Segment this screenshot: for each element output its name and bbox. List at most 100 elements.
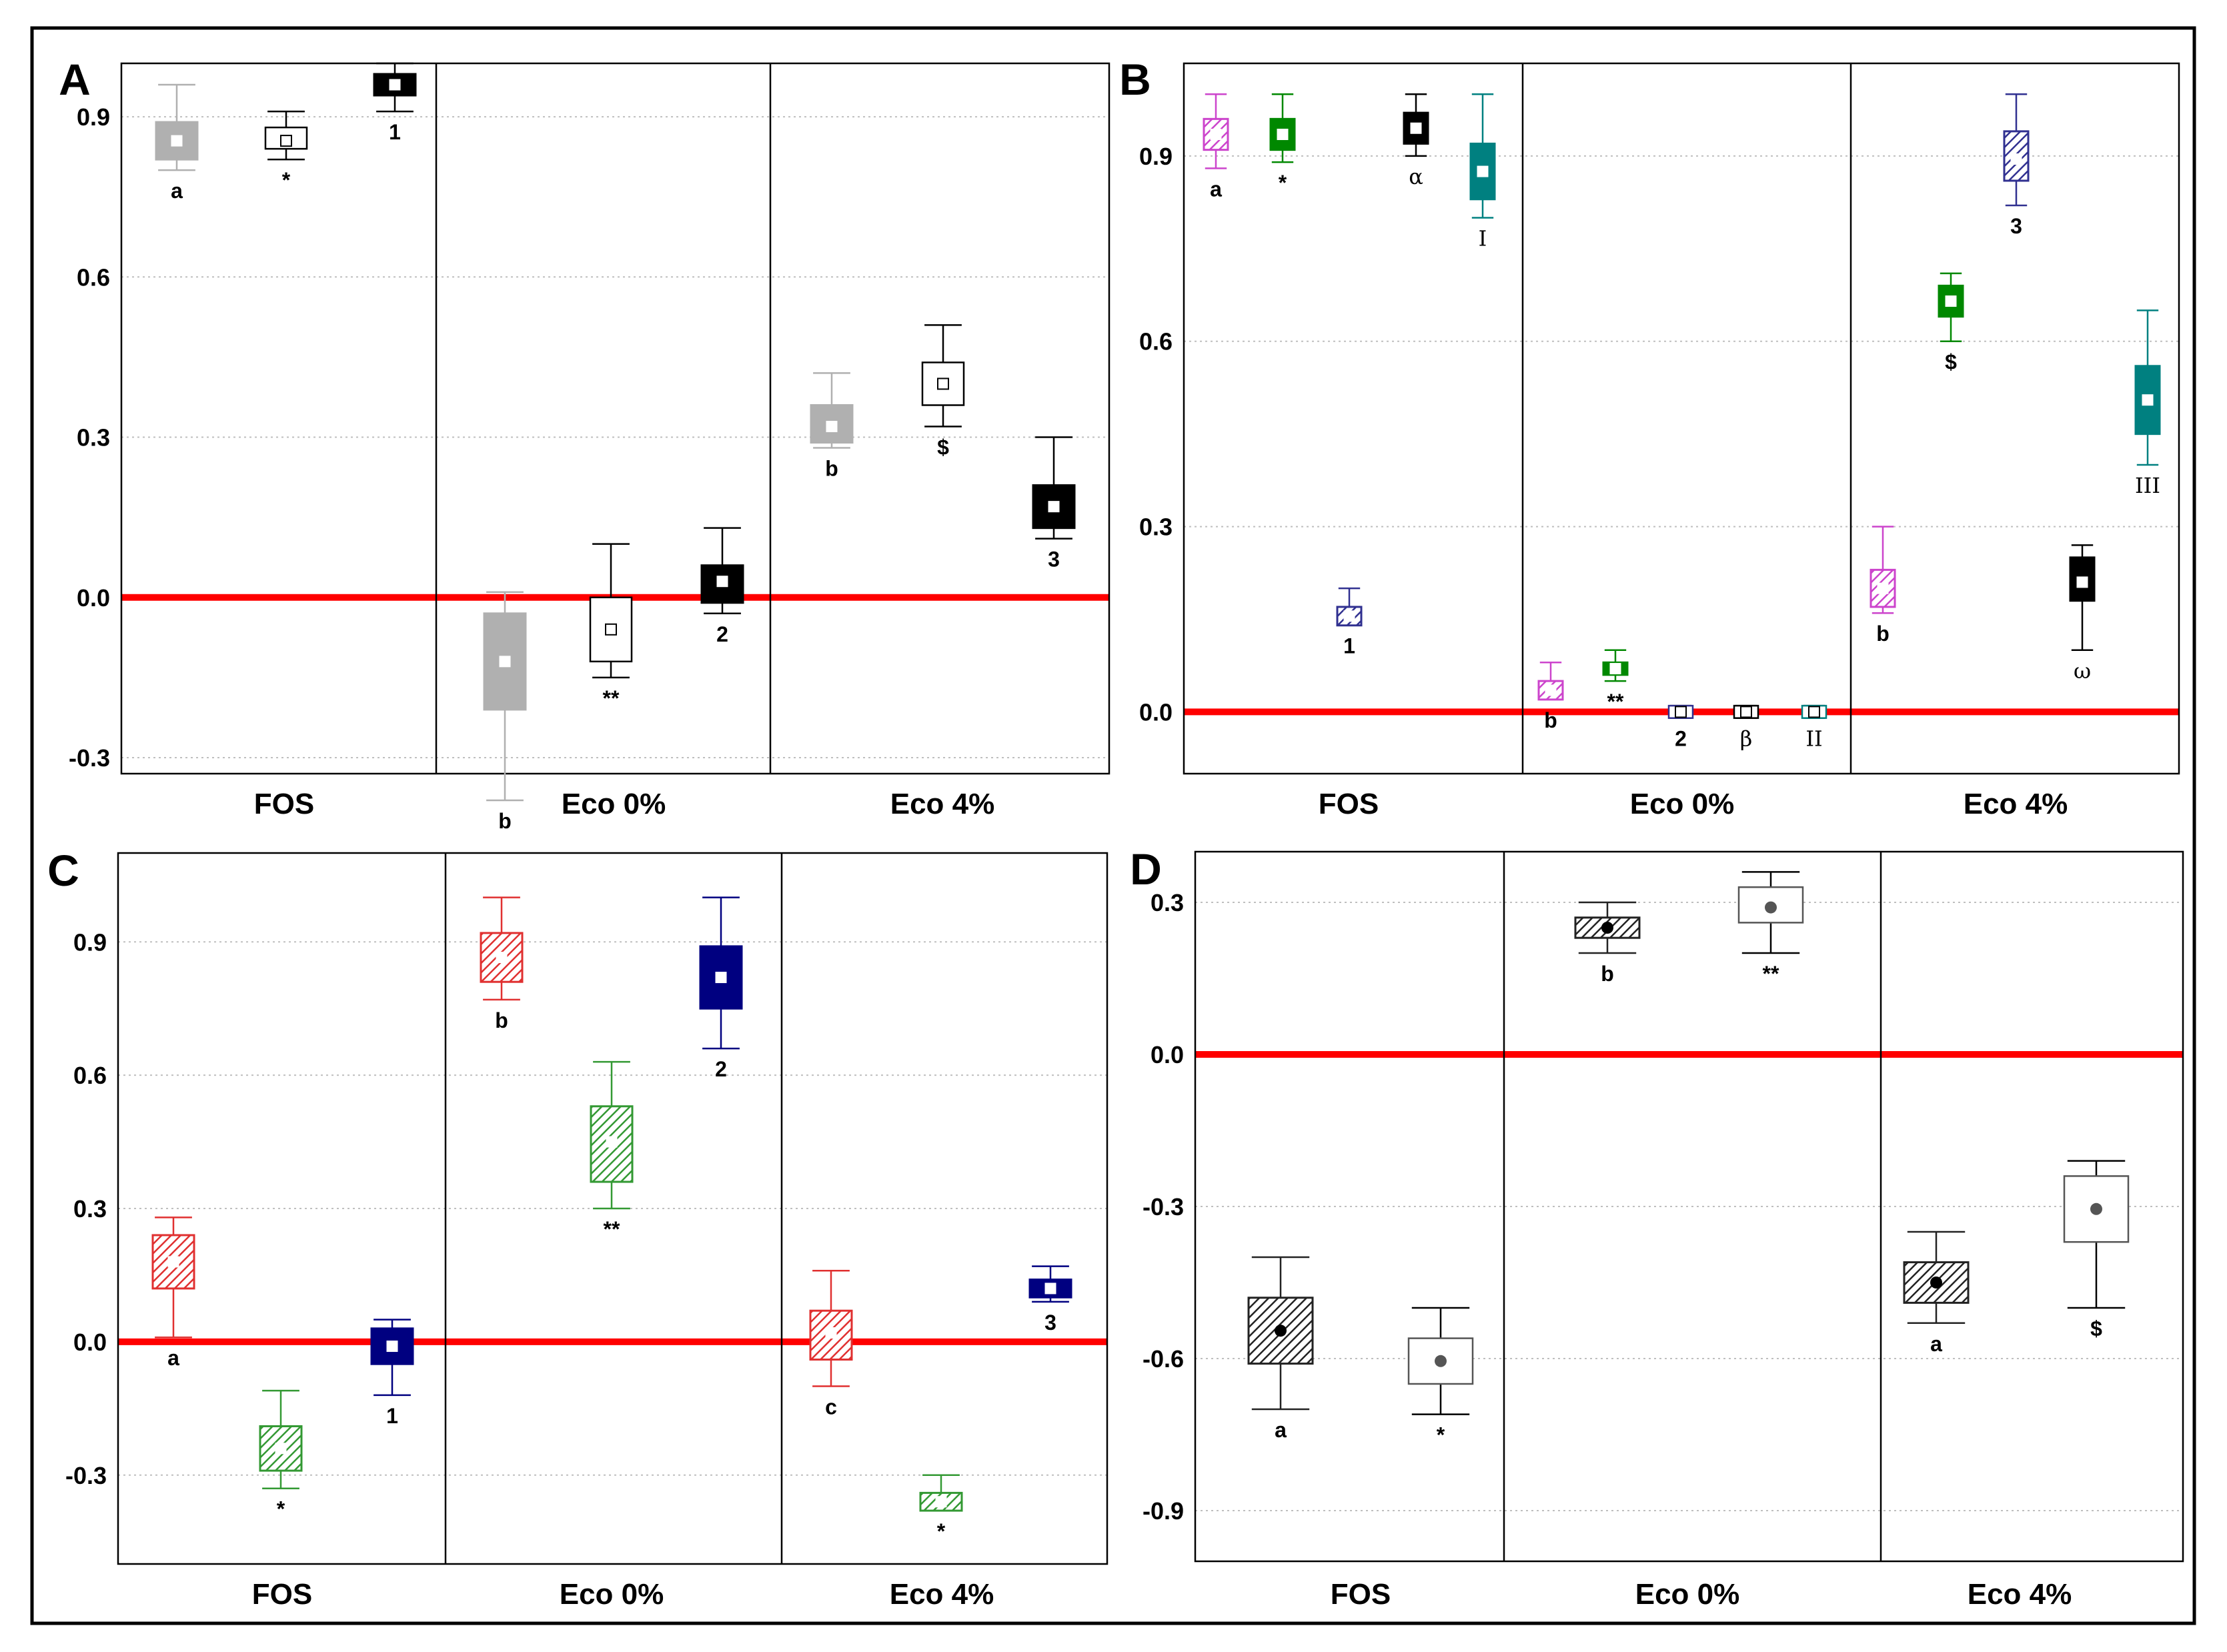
panel-c-box-body <box>919 1491 963 1512</box>
panel-a-significance-label: * <box>282 168 291 192</box>
panel-c-y-tick-label: -0.3 <box>65 1462 107 1489</box>
panel-a-box: b <box>483 591 527 833</box>
panel-b-significance-label: β <box>1740 726 1753 752</box>
panel-a-box: 3 <box>1032 436 1076 572</box>
panel-b-significance-label: III <box>2135 473 2160 498</box>
panel-a-box-body <box>589 596 633 663</box>
panel-d-mean-marker <box>1275 1325 1287 1337</box>
panel-b-significance-label: II <box>1805 726 1822 752</box>
panel-c-box-body <box>480 932 524 983</box>
panel-c-mean-marker <box>496 952 508 964</box>
panel-b-group-label: Eco 0% <box>1630 788 1735 820</box>
panel-a-y-tick-label: 0.0 <box>77 584 110 612</box>
panel-b-significance-label: $ <box>1945 350 1957 374</box>
panel-a-group-label: Eco 4% <box>890 788 995 820</box>
panel-b-box: 3 <box>2003 93 2030 238</box>
outer-frame <box>30 26 2196 1625</box>
panel-b-significance-label: b <box>1544 708 1557 732</box>
panel-b-significance-label: 3 <box>2010 214 2022 238</box>
panel-a-significance-label: a <box>171 179 183 203</box>
panel-b-box: $ <box>1938 272 1964 374</box>
panel-b-significance-label: 2 <box>1675 727 1687 751</box>
panel-a-box: $ <box>921 324 965 460</box>
panel-c-box: 1 <box>370 1319 414 1428</box>
panel-a-box: b <box>810 372 854 481</box>
panel-d-box: * <box>1407 1307 1474 1447</box>
panel-b-mean-marker <box>1343 610 1355 622</box>
panel-d-significance-label: ** <box>1763 962 1779 986</box>
panel-a-mean-marker <box>389 79 401 91</box>
panel-d-group-label: Eco 0% <box>1635 1578 1740 1611</box>
panel-b-y-tick-label: 0.9 <box>1139 143 1173 170</box>
panel-a-significance-label: b <box>498 809 512 833</box>
panel-a-y-tick-label: 0.3 <box>77 424 110 452</box>
panel-c-mean-marker <box>1044 1283 1056 1295</box>
panel-d-mean-marker <box>1930 1277 1942 1289</box>
panel-a-box: 2 <box>700 527 744 646</box>
panel-b: B 0.0 0.3 0.6 0.9 FOS Eco 0% Eco 4% a * 1 α Ib ** 2 β II… <box>1119 55 2180 820</box>
panel-c-group-label: FOS <box>252 1578 312 1611</box>
panel-b-y-tick-label: 0.3 <box>1139 514 1173 541</box>
panel-c-significance-label: * <box>277 1497 285 1521</box>
panel-b-mean-marker <box>1609 663 1621 675</box>
panel-b-box: 1 <box>1336 587 1363 658</box>
panel-c-box: b <box>480 896 524 1032</box>
panel-b-mean-marker <box>2010 153 2022 165</box>
panel-a-plot-frame <box>120 62 1110 775</box>
panel-b-mean-marker <box>1740 706 1752 718</box>
panel-b-significance-label: * <box>1279 171 1287 195</box>
panel-b-mean-marker <box>1477 165 1489 177</box>
panel-d-box: b <box>1574 901 1641 986</box>
panel-c-mean-marker <box>715 972 727 984</box>
panel-a-box: 1 <box>373 62 417 144</box>
panel-a-box-body <box>373 73 417 97</box>
panel-a-box: * <box>264 110 308 192</box>
panel-d-box: a <box>1903 1230 1970 1356</box>
panel-c-y-tick-label: 0.3 <box>73 1195 107 1222</box>
panel-d-significance-label: a <box>1275 1418 1287 1442</box>
panel-c-box: * <box>919 1474 963 1543</box>
panel-a-significance-label: $ <box>937 436 949 460</box>
panel-b-box: b <box>1537 662 1564 732</box>
panel-a-y-tick-label: 0.6 <box>77 263 110 291</box>
panel-b-mean-marker <box>2076 576 2088 588</box>
panel-c-plot-frame <box>117 852 1108 1565</box>
panel-b-box-body <box>2003 130 2030 182</box>
panel-b-box: b <box>1870 526 1896 646</box>
panel-a-box: a <box>155 83 199 203</box>
panel-b-box: * <box>1269 93 1296 195</box>
panel-c-box: a <box>151 1216 195 1370</box>
panel-c-y-tick-label: 0.0 <box>73 1329 107 1356</box>
panel-b-significance-label: a <box>1210 177 1222 201</box>
panel-b-y-tick-label: 0.6 <box>1139 328 1173 355</box>
panel-c-significance-label: * <box>937 1519 946 1543</box>
panel-a-mean-marker <box>499 656 511 668</box>
panel-b-mean-marker <box>1410 122 1422 134</box>
panel-d-y-tick-label: -0.3 <box>1143 1193 1184 1220</box>
panel-c-significance-label: c <box>825 1395 837 1419</box>
panel-b-significance-label: ω <box>2074 658 2091 684</box>
panel-d-mean-marker <box>1765 901 1777 914</box>
panel-d-letter: D <box>1130 844 1162 894</box>
panel-b-box: β <box>1733 704 1759 752</box>
panel-d-mean-marker <box>1435 1355 1447 1367</box>
panel-b-mean-marker <box>1945 295 1957 307</box>
panel-d: D -0.9 -0.6 -0.3 0.0 0.3 FOS Eco 0% Eco 4% a * b ** a… <box>1130 844 2184 1611</box>
panel-a-significance-label: b <box>825 457 838 481</box>
panel-b-box: a <box>1203 93 1229 201</box>
panel-b-mean-marker <box>2142 394 2154 406</box>
panel-b-significance-label: b <box>1876 622 1890 646</box>
panel-b-box: ω <box>2069 544 2096 684</box>
panel-a-y-tick-label: -0.3 <box>69 744 110 772</box>
panel-c-mean-marker <box>606 1136 618 1148</box>
panel-d-significance-label: a <box>1930 1332 1942 1356</box>
panel-d-significance-label: * <box>1437 1423 1445 1447</box>
panel-c-box: 3 <box>1028 1265 1072 1335</box>
panel-b-box: III <box>2134 309 2161 498</box>
panel-b-mean-marker <box>1877 582 1889 594</box>
panel-b-mean-marker <box>1277 129 1289 140</box>
panel-a-mean-marker <box>826 421 838 433</box>
panel-b-box: I <box>1469 93 1496 251</box>
panel-c-mean-marker <box>275 1443 287 1455</box>
